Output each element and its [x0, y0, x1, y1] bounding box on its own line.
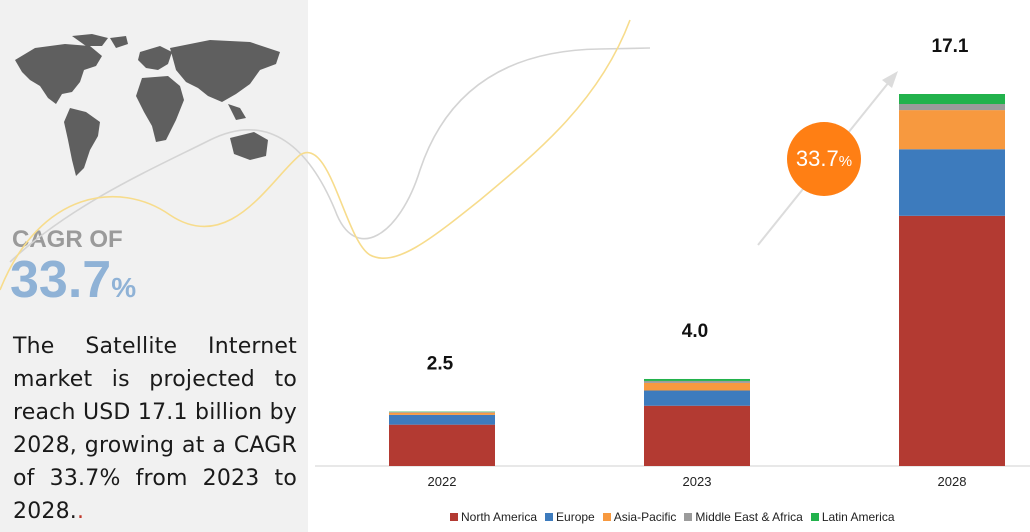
legend-label: North America	[461, 510, 538, 524]
bar-2023-north-america	[644, 405, 750, 466]
total-label-2022: 2.5	[427, 354, 454, 375]
bar-2023-asia-pacific	[644, 382, 750, 391]
bar-2028-europe	[899, 149, 1005, 216]
cagr-value-number: 33.7	[10, 251, 112, 309]
bar-2028-middle-east-africa	[899, 104, 1005, 111]
summary-trailing-dot: .	[76, 499, 85, 524]
legend-label: Latin America	[821, 510, 895, 524]
x-tick-2023: 2023	[683, 474, 712, 489]
market-summary: The Satellite Internet market is project…	[13, 330, 297, 528]
growth-arrow-head	[882, 71, 898, 88]
bar-2022-north-america	[389, 424, 495, 466]
gray-swoosh	[9, 47, 651, 263]
legend-item-middle-east-africa: Middle East & Africa	[684, 510, 803, 524]
legend-swatch	[602, 513, 611, 521]
legend-label: Europe	[556, 510, 595, 524]
legend-label: Asia-Pacific	[613, 510, 677, 524]
bars-layer	[389, 94, 1005, 466]
yellow-swoosh	[0, 19, 631, 291]
bar-2028-latin-america	[899, 94, 1005, 105]
market-summary-text: The Satellite Internet market is project…	[13, 334, 297, 524]
legend-swatch	[684, 513, 693, 521]
cagr-value-unit: %	[111, 272, 137, 303]
bar-2022-europe	[389, 414, 495, 425]
left-panel: CAGR OF 33.7% The Satellite Internet mar…	[0, 0, 308, 532]
bar-2022-asia-pacific	[389, 412, 495, 415]
cagr-value: 33.7%	[10, 250, 136, 310]
legend-swatch	[545, 513, 554, 521]
cagr-bubble-value: 33.7	[795, 146, 839, 171]
bar-2022-middle-east-africa	[389, 412, 495, 413]
legend-item-latin-america: Latin America	[810, 510, 895, 524]
bar-2023-middle-east-africa	[644, 380, 750, 383]
decorative-swooshes	[0, 19, 651, 291]
cagr-bubble-unit: %	[838, 153, 853, 170]
x-tick-2028: 2028	[938, 474, 967, 489]
chart-legend: North America Europe Asia-Pacific Middle Ea…	[450, 510, 895, 524]
legend-label: Middle East & Africa	[695, 510, 803, 524]
bar-2028-north-america	[899, 215, 1005, 466]
total-label-2028: 17.1	[932, 36, 969, 57]
legend-swatch	[450, 513, 458, 521]
cagr-label: CAGR OF	[12, 226, 123, 253]
legend-item-asia-pacific: Asia-Pacific	[602, 510, 677, 524]
world-map-image	[15, 34, 280, 176]
bar-2023-europe	[644, 390, 750, 406]
total-label-2023: 4.0	[682, 321, 708, 342]
x-tick-2022: 2022	[428, 474, 457, 489]
bar-2028-asia-pacific	[899, 110, 1005, 150]
legend-swatch	[810, 513, 819, 521]
bar-2023-latin-america	[644, 378, 750, 381]
legend-item-europe: Europe	[545, 510, 595, 524]
cagr-bubble: 33.7%	[787, 122, 861, 196]
legend-item-north-america: North America	[450, 510, 537, 524]
labels-layer: 2.5 2022 4.0 2023 17.1 2028	[427, 36, 969, 489]
